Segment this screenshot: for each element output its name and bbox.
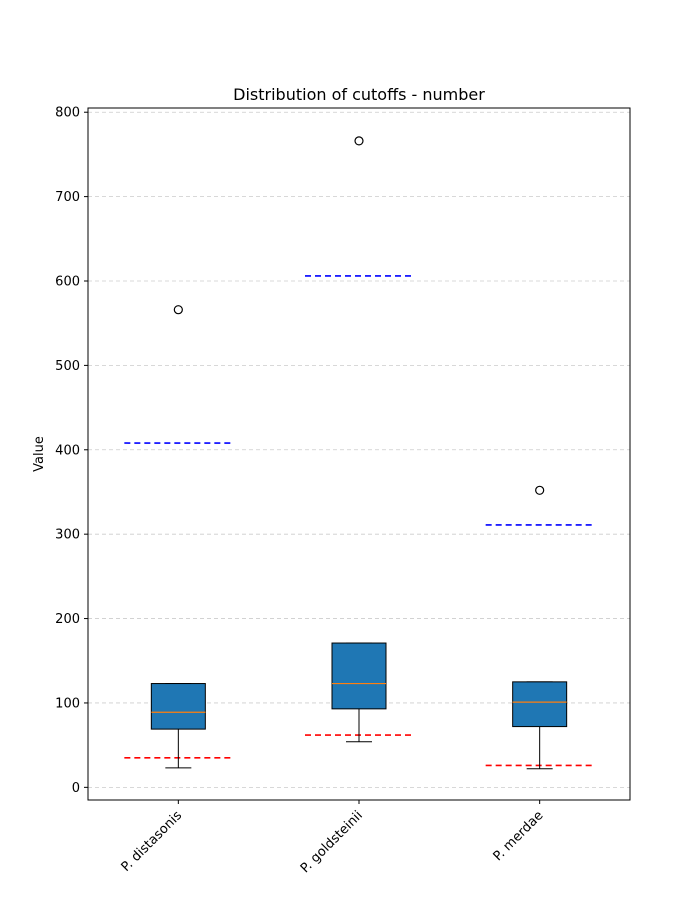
y-tick-label: 800 [55, 106, 80, 121]
chart-title: Distribution of cutoffs - number [233, 85, 485, 104]
outlier-point [354, 136, 364, 146]
outlier-point [173, 305, 183, 315]
boxes-layer [150, 136, 568, 770]
y-tick-label: 400 [55, 443, 80, 458]
y-tick-label: 600 [55, 275, 80, 290]
box-body [512, 681, 568, 728]
y-axis-label: Value [32, 436, 47, 472]
y-tick-label: 300 [55, 528, 80, 543]
box-body [331, 642, 387, 710]
box-group [150, 305, 206, 769]
axes-layer: 0 100 200 300 400 500 600 700 800 P. distasonis P.… [55, 106, 546, 876]
box-group [331, 136, 387, 743]
box-body [150, 683, 206, 730]
y-tick-label: 500 [55, 359, 80, 374]
outlier-point [535, 485, 545, 495]
x-tick-label: P. distasonis [119, 808, 186, 875]
y-tick-label: 0 [72, 781, 80, 796]
y-tick-label: 200 [55, 612, 80, 627]
x-tick-label: P. merdae [491, 808, 547, 864]
y-tick-label: 100 [55, 696, 80, 711]
box-group [512, 485, 568, 770]
y-tick-label: 700 [55, 190, 80, 205]
x-tick-label: P. goldsteinii [298, 808, 366, 876]
